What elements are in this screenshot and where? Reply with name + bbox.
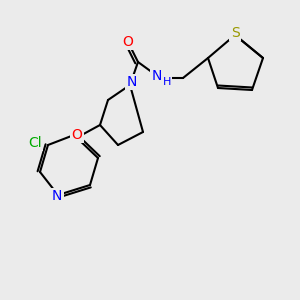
Text: Cl: Cl (28, 136, 42, 150)
Text: N: N (52, 189, 62, 203)
Text: O: O (72, 128, 83, 142)
Text: O: O (123, 35, 134, 49)
Text: N: N (152, 69, 162, 83)
Text: H: H (163, 77, 171, 87)
Text: N: N (127, 75, 137, 89)
Text: S: S (231, 26, 239, 40)
